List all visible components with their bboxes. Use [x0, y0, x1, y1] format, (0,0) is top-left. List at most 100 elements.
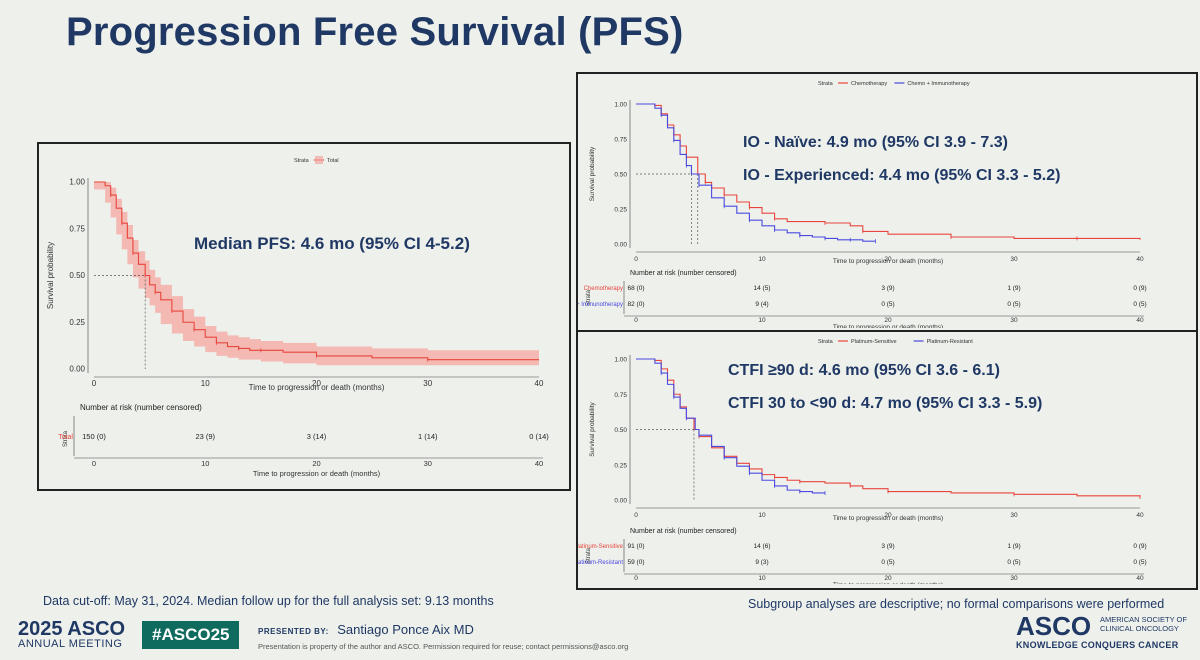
- risk-row-label: Chemo + Immunotherapy: [578, 302, 623, 308]
- x-tick-label: 0: [634, 256, 638, 263]
- legend-title: Strata: [818, 81, 834, 87]
- risk-table-title: Number at risk (number censored): [80, 403, 202, 412]
- risk-cell: 1 (9): [1007, 285, 1020, 292]
- risk-strata-label: Strata: [586, 547, 592, 564]
- y-tick-label: 0.50: [69, 271, 85, 280]
- asco-annual-meeting-logo: 2025 ASCO ANNUAL MEETING: [18, 618, 125, 650]
- risk-cell: 0 (5): [1133, 301, 1146, 308]
- risk-x-tick-label: 40: [1136, 575, 1144, 582]
- legend-label-0: Total: [327, 158, 339, 164]
- y-axis-title: Survival probability: [46, 242, 55, 309]
- risk-cell: 0 (5): [881, 559, 894, 566]
- risk-strata-label: Strata: [63, 430, 69, 447]
- x-tick-label: 40: [535, 379, 544, 388]
- y-tick-label: 0.00: [614, 498, 627, 505]
- km-curve-1: [636, 358, 825, 494]
- risk-cell: 3 (14): [307, 432, 327, 441]
- legend-label-1: Chemo + Immunotherapy: [907, 81, 969, 87]
- risk-cell: 91 (0): [628, 543, 645, 550]
- legend-title: Strata: [294, 158, 310, 164]
- risk-x-tick-label: 10: [758, 317, 766, 324]
- risk-x-tick-label: 20: [884, 575, 892, 582]
- y-tick-label: 1.00: [614, 357, 627, 364]
- x-tick-label: 20: [884, 256, 892, 263]
- risk-x-tick-label: 30: [424, 459, 432, 468]
- y-tick-label: 0.25: [614, 207, 627, 214]
- legend-title: Strata: [818, 339, 834, 345]
- risk-x-tick-label: 0: [634, 317, 638, 324]
- x-axis-title: Time to progression or death (months): [833, 515, 943, 522]
- risk-table-title: Number at risk (number censored): [630, 528, 737, 535]
- x-tick-label: 30: [423, 379, 432, 388]
- risk-x-tick-label: 30: [1010, 317, 1018, 324]
- y-tick-label: 0.25: [614, 462, 627, 469]
- risk-cell: 0 (9): [1133, 285, 1146, 292]
- y-tick-label: 0.75: [614, 137, 627, 144]
- y-axis-title: Survival probability: [589, 401, 596, 456]
- legend-label-1: Platinum-Resistant: [927, 339, 974, 345]
- x-tick-label: 40: [1136, 512, 1144, 519]
- legend-band-0: [315, 156, 323, 164]
- y-tick-label: 1.00: [69, 178, 85, 187]
- ci-band-0: [94, 182, 539, 366]
- risk-x-tick-label: 0: [634, 575, 638, 582]
- km-plot-io-subgroups: Strata Chemotherapy Chemo + Immunotherapy 0…: [576, 72, 1198, 334]
- x-tick-label: 10: [201, 379, 210, 388]
- y-tick-label: 0.75: [614, 392, 627, 399]
- y-tick-label: 0.00: [69, 365, 85, 374]
- presenter-block: PRESENTED BY: Santiago Ponce Aix MD: [258, 621, 474, 639]
- risk-cell: 14 (6): [754, 543, 771, 550]
- risk-row-label: Platinum-Resistant: [578, 560, 623, 566]
- risk-cell: 3 (9): [881, 543, 894, 550]
- risk-x-tick-label: 40: [535, 459, 543, 468]
- y-tick-label: 0.75: [69, 224, 85, 233]
- risk-table-title: Number at risk (number censored): [630, 270, 737, 277]
- subgroup-disclaimer: Subgroup analyses are descriptive; no fo…: [748, 597, 1165, 611]
- risk-cell: 9 (3): [755, 559, 768, 566]
- risk-row-label: Platinum-Sensitive: [578, 544, 624, 550]
- km-plot-ctfi-subgroups: Strata Platinum-Sensitive Platinum-Resista…: [576, 330, 1198, 590]
- risk-row-label: Chemotherapy: [584, 286, 623, 292]
- asco-org-description: AMERICAN SOCIETY OF CLINICAL ONCOLOGY: [1100, 615, 1187, 633]
- risk-cell: 150 (0): [82, 432, 106, 441]
- y-tick-label: 0.50: [614, 427, 627, 434]
- x-tick-label: 20: [312, 379, 321, 388]
- risk-x-axis-title: Time to progression or death (months): [253, 469, 381, 478]
- risk-x-axis-title: Time to progression or death (months): [833, 582, 943, 584]
- y-axis-title: Survival probability: [589, 146, 596, 201]
- risk-x-tick-label: 10: [758, 575, 766, 582]
- median-annotation: CTFI 30 to <90 d: 4.7 mo (95% CI 3.3 - 5…: [728, 395, 1042, 412]
- x-tick-label: 10: [758, 512, 766, 519]
- x-tick-label: 10: [758, 256, 766, 263]
- asco-org-tagline: KNOWLEDGE CONQUERS CANCER: [1016, 640, 1179, 650]
- legend-label-0: Chemotherapy: [851, 81, 887, 87]
- risk-x-tick-label: 40: [1136, 317, 1144, 324]
- risk-cell: 82 (0): [628, 301, 645, 308]
- legend-label-0: Platinum-Sensitive: [851, 339, 897, 345]
- risk-x-tick-label: 0: [92, 459, 96, 468]
- risk-cell: 9 (4): [755, 301, 768, 308]
- risk-cell: 0 (5): [1133, 559, 1146, 566]
- risk-x-tick-label: 10: [201, 459, 209, 468]
- asco-org-name: ASCO: [1016, 611, 1092, 641]
- x-tick-label: 30: [1010, 512, 1018, 519]
- meeting-subtitle: ANNUAL MEETING: [18, 638, 123, 650]
- risk-cell: 0 (5): [1007, 301, 1020, 308]
- km-plot-total: Strata Total 0.00 0.25 0.50 0.75 1.00 0 10 20 30 40…: [37, 142, 571, 491]
- median-annotation: IO - Experienced: 4.4 mo (95% CI 3.3 - 5…: [743, 167, 1060, 184]
- y-tick-label: 0.00: [614, 242, 627, 249]
- km-svg-io: Strata Chemotherapy Chemo + Immunotherapy 0…: [578, 81, 1147, 328]
- slide-title: Progression Free Survival (PFS): [66, 10, 684, 54]
- y-tick-label: 0.50: [614, 172, 627, 179]
- meeting-year: 2025 ASCO: [18, 618, 126, 640]
- risk-cell: 23 (9): [195, 432, 215, 441]
- km-curve-0: [94, 181, 539, 361]
- risk-cell: 0 (9): [1133, 543, 1146, 550]
- risk-cell: 1 (14): [418, 432, 438, 441]
- x-tick-label: 0: [634, 512, 638, 519]
- x-tick-label: 40: [1136, 256, 1144, 263]
- risk-cell: 0 (14): [529, 432, 549, 441]
- median-annotation: CTFI ≥90 d: 4.6 mo (95% CI 3.6 - 6.1): [728, 362, 1000, 379]
- x-tick-label: 20: [884, 512, 892, 519]
